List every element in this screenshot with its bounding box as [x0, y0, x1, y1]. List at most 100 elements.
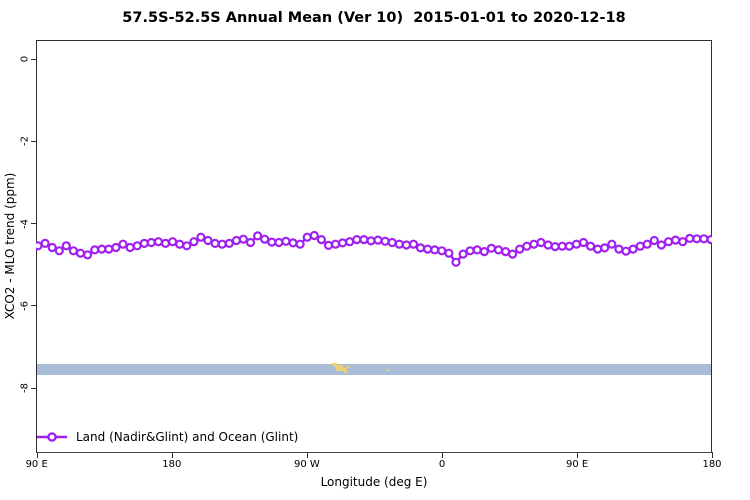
series-marker	[175, 239, 185, 249]
series-marker	[508, 249, 518, 259]
series-marker	[68, 246, 79, 256]
series-marker	[366, 236, 376, 246]
series-marker	[578, 237, 589, 248]
x-tick-mark	[577, 453, 579, 458]
series-marker	[338, 238, 348, 248]
series-marker	[529, 239, 539, 249]
series-marker	[231, 235, 241, 246]
series-marker	[104, 244, 114, 254]
series-marker	[47, 242, 57, 253]
series-marker	[217, 239, 227, 249]
series-marker	[352, 235, 362, 245]
series-marker	[706, 235, 712, 245]
series-marker	[323, 240, 334, 250]
x-tick-mark	[171, 453, 173, 458]
series-marker	[614, 244, 624, 254]
series-marker	[430, 245, 440, 255]
series-marker	[493, 245, 504, 255]
land-speck	[344, 371, 347, 373]
series-marker	[118, 239, 128, 249]
series-marker	[401, 240, 411, 250]
series-marker	[444, 248, 454, 258]
series-marker	[649, 235, 659, 246]
land-speck	[387, 369, 390, 371]
series-marker	[373, 235, 383, 245]
x-tick-label: 90 E	[25, 459, 48, 470]
series-marker	[288, 238, 298, 248]
x-axis-title: Longitude (deg E)	[320, 475, 428, 489]
y-tick-label: -2	[19, 136, 31, 147]
series-marker	[90, 245, 100, 255]
series-marker	[607, 239, 617, 249]
series-marker	[699, 234, 709, 244]
series-marker	[472, 245, 482, 255]
y-tick-mark	[31, 305, 36, 307]
data-series-land-ocean	[36, 230, 712, 267]
ocean-band	[37, 363, 711, 376]
series-marker	[359, 235, 369, 245]
series-marker	[267, 237, 277, 247]
series-marker	[238, 234, 248, 244]
series-marker	[330, 239, 341, 249]
series-marker	[593, 244, 603, 254]
series-marker	[203, 235, 213, 246]
y-tick-label: -4	[19, 218, 31, 229]
y-tick-label: -8	[19, 383, 31, 394]
series-marker	[564, 241, 574, 251]
series-marker	[628, 244, 638, 254]
x-tick-mark	[306, 453, 308, 458]
series-marker	[295, 239, 305, 249]
series-marker	[522, 241, 532, 251]
x-tick-mark	[36, 453, 38, 458]
y-tick-mark	[31, 140, 36, 142]
y-axis-title: XCO2 - MLO trend (ppm)	[3, 172, 17, 320]
x-tick-label: 90 W	[293, 459, 320, 470]
series-marker	[153, 237, 164, 247]
y-tick-label: -6	[19, 300, 31, 311]
series-marker	[543, 240, 553, 250]
series-marker	[125, 242, 135, 253]
x-tick-label: 90 E	[565, 459, 589, 470]
series-marker	[182, 241, 192, 251]
series-marker	[670, 235, 681, 245]
x-tick-mark	[442, 453, 443, 458]
y-tick-label: 0	[19, 55, 31, 63]
y-tick-mark	[31, 387, 36, 389]
series-marker	[663, 237, 674, 247]
series-marker	[380, 236, 390, 246]
series-marker	[245, 237, 256, 248]
series-marker	[408, 239, 419, 249]
y-tick-mark	[31, 223, 36, 225]
series-marker	[189, 237, 199, 247]
series-marker	[394, 239, 404, 249]
series-marker	[224, 238, 234, 248]
x-tick-label: 180	[162, 459, 182, 470]
series-marker	[465, 246, 475, 256]
series-marker	[345, 237, 355, 247]
legend-label: Land (Nadir&Glint) and Ocean (Glint)	[76, 430, 299, 444]
land-speck	[342, 368, 347, 371]
x-axis-line	[36, 452, 713, 453]
series-marker	[557, 241, 567, 251]
series-marker	[600, 243, 610, 253]
series-marker	[168, 237, 178, 247]
series-marker	[260, 234, 270, 244]
series-marker	[621, 246, 631, 256]
series-marker	[486, 243, 496, 253]
series-marker	[309, 230, 319, 241]
x-tick-label: 0	[438, 459, 446, 470]
series-marker	[451, 257, 461, 267]
series-marker	[685, 233, 695, 243]
series-marker	[437, 246, 447, 256]
series-marker	[423, 244, 433, 254]
series-marker	[160, 238, 171, 248]
land-speck	[332, 363, 337, 366]
series-marker	[54, 246, 64, 256]
series-marker	[139, 238, 149, 248]
land-speck	[335, 365, 343, 369]
legend: Land (Nadir&Glint) and Ocean (Glint)	[37, 429, 298, 445]
series-marker	[253, 231, 263, 241]
series-marker	[111, 242, 121, 253]
series-marker	[479, 247, 489, 257]
